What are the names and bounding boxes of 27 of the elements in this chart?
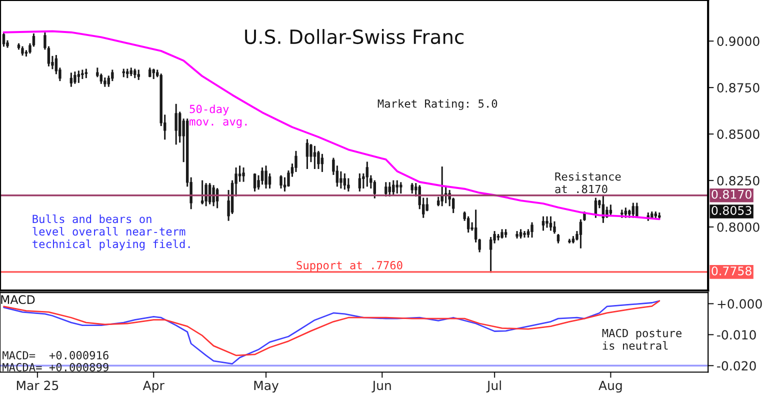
x-tick-label: Jul bbox=[486, 380, 501, 392]
y-tick-label: +0.000 bbox=[718, 299, 762, 309]
y-tick-label: 0.8500 bbox=[717, 129, 760, 139]
annotation: Resistance at .8170 bbox=[555, 172, 621, 194]
annotation: MACD posture is neutral bbox=[602, 328, 682, 350]
y-tick-label: 0.8000 bbox=[717, 222, 760, 232]
annotation: Market Rating: 5.0 bbox=[378, 99, 498, 110]
annotation: Bulls and bears on level overall near-term technical playing field. bbox=[32, 214, 190, 250]
annotation: MACD= +0.000916 bbox=[2, 351, 108, 360]
x-tick-label: Aug bbox=[598, 380, 622, 393]
y-tick-label: 0.8250 bbox=[717, 176, 760, 186]
text: U.S. Dollar-Swiss Franc bbox=[245, 29, 464, 44]
y-tick-label: -0.010 bbox=[717, 330, 756, 340]
x-tick-label: Jun bbox=[372, 380, 391, 392]
ref-line-label: 0.8170 bbox=[712, 190, 752, 199]
x-tick-label: Apr bbox=[142, 380, 164, 393]
y-tick-label: -0.020 bbox=[717, 361, 756, 371]
x-tick-label: May bbox=[254, 380, 279, 393]
chart-title: MACD bbox=[1, 295, 35, 304]
ref-line-label: 0.7758 bbox=[712, 266, 752, 276]
series-label: 50-day mov. avg. bbox=[190, 104, 247, 128]
annotation: MACDA= +0.000899 bbox=[2, 363, 108, 372]
text: 0.8053 bbox=[712, 206, 752, 215]
x-tick-label: Mar 25 bbox=[16, 380, 58, 390]
annotation: Support at .7760 bbox=[296, 261, 402, 272]
y-tick-label: 0.9000 bbox=[717, 36, 760, 46]
y-tick-label: 0.8750 bbox=[717, 83, 760, 92]
